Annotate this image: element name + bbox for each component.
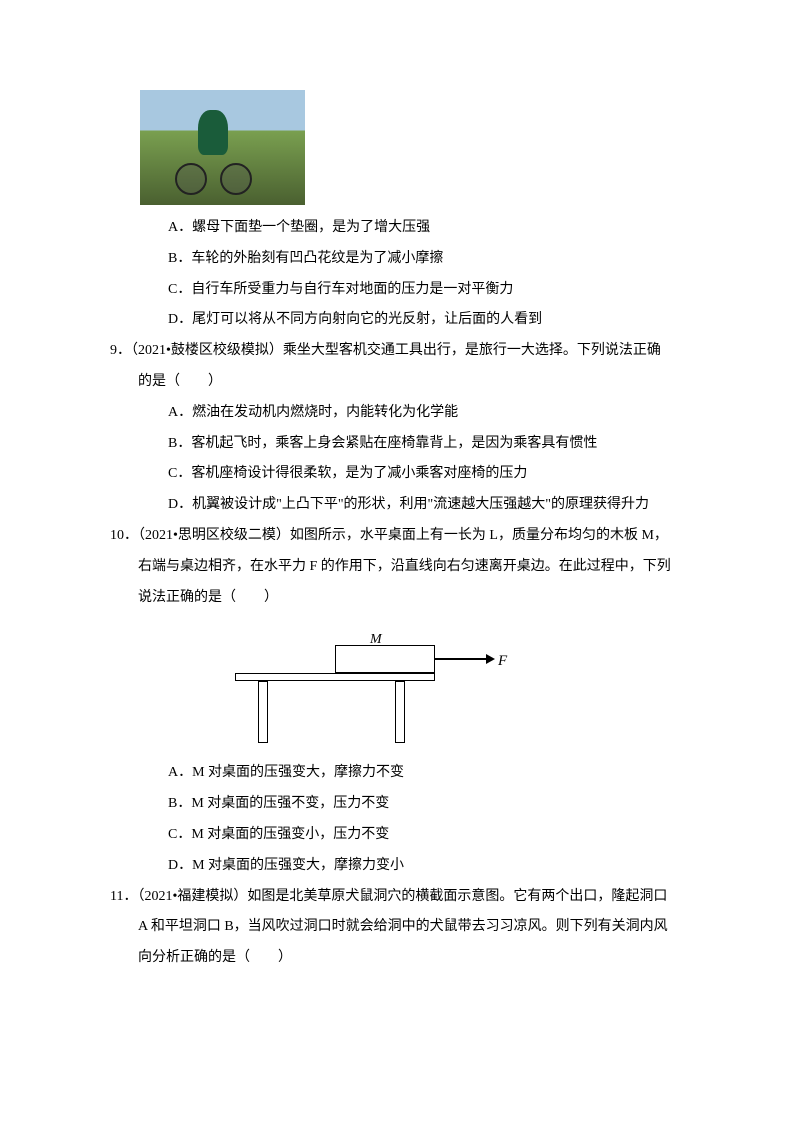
q11-stem-line1: 11．（2021•福建模拟）如图是北美草原犬鼠洞穴的横截面示意图。它有两个出口，… bbox=[110, 882, 704, 913]
q9-stem-line1: 9．（2021•鼓楼区校级模拟）乘坐大型客机交通工具出行，是旅行一大选择。下列说… bbox=[110, 336, 704, 367]
q10-stem-line1: 10．（2021•思明区校级二模）如图所示，水平桌面上有一长为 L，质量分布均匀… bbox=[110, 521, 704, 552]
diagram-table-leg-2 bbox=[395, 681, 405, 743]
diagram-label-f: F bbox=[498, 645, 507, 678]
q10-option-c: C．M 对桌面的压强变小，压力不变 bbox=[110, 820, 704, 851]
q10-diagram: M F bbox=[230, 623, 500, 748]
q10-stem-line2: 右端与桌边相齐，在水平力 F 的作用下，沿直线向右匀速离开桌边。在此过程中，下列 bbox=[110, 552, 704, 583]
q11-stem-line3: 向分析正确的是（ ） bbox=[110, 943, 704, 974]
q8-option-b: B．车轮的外胎刻有凹凸花纹是为了减小摩擦 bbox=[110, 244, 704, 275]
q10-option-a: A．M 对桌面的压强变大，摩擦力不变 bbox=[110, 758, 704, 789]
diagram-table-leg-1 bbox=[258, 681, 268, 743]
diagram-arrow-head bbox=[486, 654, 495, 664]
q8-option-a: A．螺母下面垫一个垫圈，是为了增大压强 bbox=[110, 213, 704, 244]
q9-option-b: B．客机起飞时，乘客上身会紧贴在座椅靠背上，是因为乘客具有惯性 bbox=[110, 429, 704, 460]
q8-option-d: D．尾灯可以将从不同方向射向它的光反射，让后面的人看到 bbox=[110, 305, 704, 336]
q10-option-b: B．M 对桌面的压强不变，压力不变 bbox=[110, 789, 704, 820]
diagram-table-top bbox=[235, 673, 435, 681]
q10-stem-line3: 说法正确的是（ ） bbox=[110, 583, 704, 614]
q9-option-a: A．燃油在发动机内燃烧时，内能转化为化学能 bbox=[110, 398, 704, 429]
cyclist-image bbox=[140, 90, 305, 205]
q9-option-d: D．机翼被设计成"上凸下平"的形状，利用"流速越大压强越大"的原理获得升力 bbox=[110, 490, 704, 521]
diagram-arrow-line bbox=[435, 658, 490, 660]
q9-option-c: C．客机座椅设计得很柔软，是为了减小乘客对座椅的压力 bbox=[110, 459, 704, 490]
q9-stem-line2: 的是（ ） bbox=[110, 367, 704, 398]
q8-option-c: C．自行车所受重力与自行车对地面的压力是一对平衡力 bbox=[110, 275, 704, 306]
q11-stem-line2: A 和平坦洞口 B，当风吹过洞口时就会给洞中的犬鼠带去习习凉风。则下列有关洞内风 bbox=[110, 912, 704, 943]
q10-option-d: D．M 对桌面的压强变大，摩擦力变小 bbox=[110, 851, 704, 882]
diagram-block bbox=[335, 645, 435, 673]
